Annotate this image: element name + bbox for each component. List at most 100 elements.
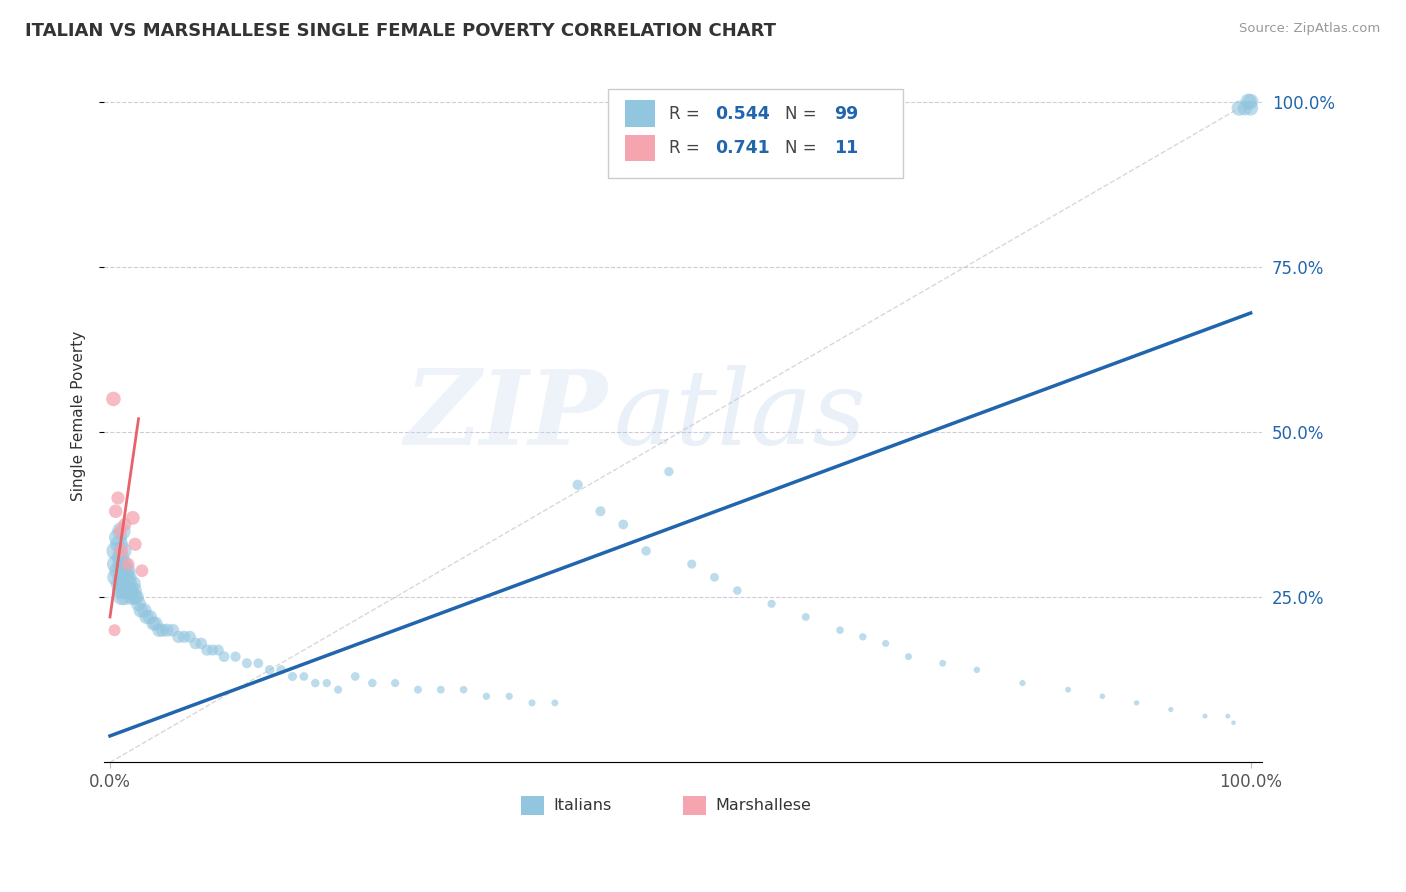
Point: [852, 630, 875, 644]
Bar: [683, 796, 706, 815]
Point: [1057, 682, 1080, 697]
Point: [212, 649, 235, 664]
Point: [179, 630, 201, 644]
Point: [1239, 95, 1261, 109]
Point: [115, 564, 138, 578]
Point: [384, 676, 406, 690]
Point: [121, 590, 143, 604]
Point: [875, 636, 897, 650]
Point: [1091, 690, 1114, 704]
Y-axis label: Single Female Poverty: Single Female Poverty: [72, 330, 86, 500]
Point: [148, 624, 170, 638]
Point: [1216, 709, 1239, 723]
Point: [725, 583, 748, 598]
Point: [110, 583, 132, 598]
Point: [156, 624, 179, 638]
Point: [142, 616, 165, 631]
Point: [108, 577, 131, 591]
Point: [139, 610, 162, 624]
Point: [315, 676, 337, 690]
Point: [110, 544, 132, 558]
Point: [184, 636, 207, 650]
Point: [115, 570, 138, 584]
Text: ITALIAN VS MARSHALLESE SINGLE FEMALE POVERTY CORRELATION CHART: ITALIAN VS MARSHALLESE SINGLE FEMALE POV…: [25, 22, 776, 40]
Point: [103, 392, 125, 406]
Point: [270, 663, 292, 677]
Point: [104, 544, 127, 558]
Text: 99: 99: [834, 104, 858, 122]
Point: [107, 491, 129, 505]
Text: R =: R =: [669, 139, 706, 157]
Point: [247, 657, 270, 671]
Point: [114, 517, 136, 532]
Point: [304, 676, 326, 690]
Point: [281, 669, 304, 683]
Point: [794, 610, 817, 624]
Point: [112, 557, 135, 571]
Point: [120, 583, 142, 598]
Point: [107, 564, 129, 578]
Point: [761, 597, 783, 611]
Point: [1194, 709, 1216, 723]
Point: [259, 663, 281, 677]
Point: [110, 557, 132, 571]
Point: [344, 669, 367, 683]
Point: [475, 690, 498, 704]
Point: [104, 557, 127, 571]
Point: [115, 583, 138, 598]
Point: [107, 531, 129, 545]
Point: [190, 636, 212, 650]
Point: [1239, 101, 1261, 115]
Point: [110, 524, 132, 538]
Text: 0.544: 0.544: [716, 104, 770, 122]
Point: [406, 682, 429, 697]
Point: [589, 504, 612, 518]
Text: atlas: atlas: [613, 365, 866, 467]
Text: Source: ZipAtlas.com: Source: ZipAtlas.com: [1240, 22, 1381, 36]
Point: [129, 603, 152, 617]
Point: [224, 649, 246, 664]
Text: N =: N =: [785, 104, 823, 122]
Point: [110, 524, 132, 538]
Point: [131, 564, 153, 578]
Point: [658, 465, 681, 479]
Point: [124, 537, 146, 551]
Point: [1233, 101, 1256, 115]
Point: [207, 643, 229, 657]
Point: [1011, 676, 1033, 690]
Point: [931, 657, 953, 671]
Point: [167, 630, 190, 644]
Point: [114, 564, 136, 578]
Point: [498, 690, 520, 704]
Point: [110, 590, 132, 604]
Point: [110, 550, 132, 565]
Point: [117, 570, 139, 584]
Point: [114, 590, 136, 604]
Point: [897, 649, 920, 664]
Point: [1227, 101, 1250, 115]
Point: [1125, 696, 1147, 710]
Point: [1222, 715, 1244, 730]
Point: [201, 643, 224, 657]
Point: [118, 577, 141, 591]
Point: [966, 663, 988, 677]
Point: [361, 676, 384, 690]
Point: [103, 624, 125, 638]
Point: [636, 544, 658, 558]
Point: [152, 624, 174, 638]
Point: [430, 682, 453, 697]
Text: N =: N =: [785, 139, 823, 157]
Point: [128, 597, 150, 611]
Text: 0.741: 0.741: [716, 139, 770, 157]
Point: [236, 657, 259, 671]
Point: [121, 511, 143, 525]
Point: [108, 537, 131, 551]
Point: [145, 616, 167, 631]
Point: [104, 570, 127, 584]
Point: [681, 557, 703, 571]
Text: ZIP: ZIP: [405, 365, 607, 467]
Point: [122, 583, 145, 598]
Point: [292, 669, 315, 683]
Point: [453, 682, 475, 697]
Point: [124, 590, 146, 604]
